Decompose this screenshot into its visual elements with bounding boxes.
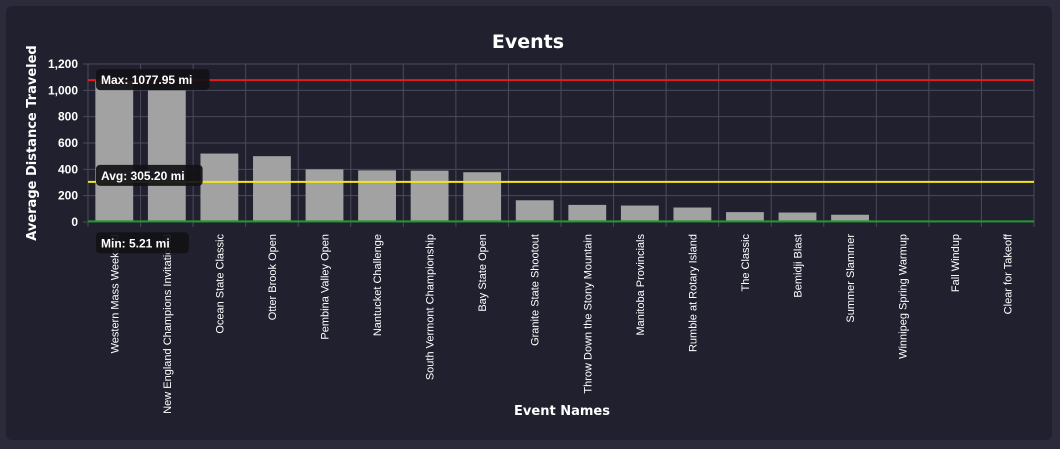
x-tick-label: Bay State Open — [477, 234, 489, 312]
bar — [253, 156, 291, 222]
x-tick-label: Winnipeg Spring Warmup — [898, 234, 910, 359]
y-tick-label: 0 — [71, 215, 78, 229]
reference-label: Min: 5.21 mi — [101, 236, 170, 250]
x-tick-label: Summer Slammer — [845, 234, 857, 323]
y-tick-label: 400 — [58, 162, 78, 176]
grid — [83, 63, 1035, 227]
x-tick-label: Ocean State Classic — [214, 234, 226, 334]
y-tick-label: 600 — [58, 136, 78, 150]
y-tick-label: 1,200 — [48, 57, 78, 71]
x-axis-title: Event Names — [514, 404, 610, 419]
reference-lines — [88, 79, 1034, 223]
x-tick-label: Clear for Takeoff — [1003, 233, 1015, 314]
bar — [463, 172, 502, 222]
x-tick-label: The Classic — [740, 234, 752, 292]
reference-labels: Max: 1077.95 mi Avg: 305.20 mi Min: 5.21 m… — [96, 69, 210, 254]
chart-title: Events — [492, 31, 564, 53]
reference-label: Max: 1077.95 mi — [101, 73, 192, 87]
x-tick-label: Bemidji Blast — [793, 234, 805, 298]
x-tick-label: Otter Brook Open — [267, 234, 279, 320]
x-tick-label: Western Mass Weekend — [109, 234, 121, 353]
bar — [620, 205, 659, 222]
bar — [200, 153, 239, 222]
bar — [147, 90, 186, 222]
reference-label-box — [96, 232, 189, 254]
bar — [568, 204, 607, 222]
bar — [305, 169, 344, 222]
x-axis-ticks: Western Mass Weekend New England Champion… — [109, 233, 1014, 414]
bar — [95, 80, 134, 222]
bar — [726, 212, 764, 222]
x-tick-label: Nantucket Challenge — [372, 234, 384, 336]
bars — [95, 80, 1027, 222]
x-tick-label: Pembina Valley Open — [320, 234, 332, 340]
y-tick-label: 200 — [58, 189, 78, 203]
x-tick-label: Fall Windup — [950, 234, 962, 292]
x-tick-label: Granite State Shootout — [530, 234, 542, 346]
bar — [410, 170, 449, 222]
bar — [673, 207, 712, 222]
bar — [831, 214, 869, 222]
bar — [778, 212, 817, 222]
y-axis-title: Average Distance Traveled — [25, 45, 40, 241]
reference-label-box — [96, 164, 203, 186]
y-axis-ticks: 0 200 400 600 800 1,000 1,200 — [48, 57, 78, 229]
reference-label-box — [96, 69, 210, 91]
reference-label: Avg: 305.20 mi — [101, 169, 185, 183]
bar — [358, 170, 396, 222]
x-tick-label: South Vermont Championship — [425, 234, 437, 380]
x-tick-label: Manitoba Provincials — [635, 234, 647, 336]
x-tick-label: Rumble at Rotary Island — [687, 234, 699, 352]
x-tick-label: New England Champions Invitational — [162, 234, 174, 414]
y-tick-label: 800 — [58, 110, 78, 124]
y-tick-label: 1,000 — [48, 83, 78, 97]
bar — [515, 200, 554, 222]
x-tick-label: Throw Down the Stony Mountain — [582, 234, 594, 394]
